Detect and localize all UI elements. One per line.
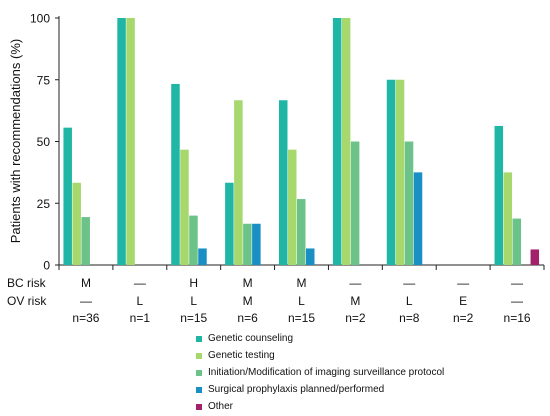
sample-size-label: n=6 [237,311,258,325]
sample-size-label: n=8 [399,311,420,325]
bars-group [63,18,540,266]
bar [341,18,351,265]
ov-risk-label: L [406,294,413,308]
bar [198,248,207,265]
legend-label: Initiation/Modification of imaging surve… [208,367,445,378]
legend-item: Genetic testing [196,347,546,364]
bar [252,223,261,265]
bar [171,83,180,265]
bar [494,125,504,266]
bar [243,223,252,265]
ov-risk-label: L [298,294,305,308]
bc-risk-label: — [511,276,523,290]
ov-risk-label: M [350,294,360,308]
sample-size-label: n=16 [504,311,531,325]
legend-swatch [196,352,202,359]
bar [225,182,234,265]
bar [306,248,315,265]
axes-group: 0 25 50 75 100 [30,12,545,273]
bar [279,100,288,265]
legend: Genetic counseling Genetic testing Initiat… [196,330,546,415]
bar [530,249,540,265]
sample-size-label: n=2 [345,311,366,325]
sample-size-label: n=15 [288,311,315,325]
legend-item: Genetic counseling [196,330,546,347]
bc-risk-label: — [403,276,415,290]
ov-risk-label: L [136,294,143,308]
bar [117,18,126,265]
bc-risk-label: M [81,276,91,290]
bc-risk-label: M [243,276,253,290]
row-label-ov-risk: OV risk [7,294,47,308]
bc-risk-label: H [189,276,198,290]
bar [63,127,72,265]
y-tick-label: 75 [37,73,51,87]
legend-item: Surgical prophylaxis planned/performed [196,381,546,398]
ov-risk-label: — [511,294,523,308]
row-label-bc-risk: BC risk [7,276,47,290]
ov-risk-label: E [459,294,467,308]
ov-risk-label: — [80,294,92,308]
y-tick-label: 100 [30,12,50,26]
bc-risk-label: — [134,276,146,290]
sample-size-label: n=15 [180,311,207,325]
bar [503,172,513,265]
legend-item: Other [196,398,546,415]
legend-swatch [196,403,202,410]
legend-label: Surgical prophylaxis planned/performed [208,384,385,395]
bar [81,217,90,265]
bar [512,218,522,265]
bar [413,172,423,265]
bar [395,79,405,265]
sample-size-label: n=36 [72,311,99,325]
bar [189,215,198,265]
bar [126,18,135,265]
legend-label: Genetic counseling [208,333,294,344]
y-tick-label: 25 [37,197,51,211]
bar [72,182,81,265]
sample-size-label: n=1 [130,311,151,325]
legend-label: Other [208,401,234,412]
ov-risk-label: M [243,294,253,308]
y-tick-label: 0 [43,259,50,273]
y-tick-label: 50 [37,135,51,149]
bar [297,199,306,265]
legend-swatch [196,335,202,342]
bar [350,141,360,265]
ov-risk-label: L [190,294,197,308]
bar [288,149,297,265]
bar [180,149,189,265]
bar [234,100,243,265]
y-axis-label: Patients with recommendations (%) [8,39,23,243]
legend-item: Initiation/Modification of imaging surve… [196,364,546,381]
legend-swatch [196,386,202,393]
bc-risk-label: M [297,276,307,290]
bc-risk-label: — [457,276,469,290]
bar [332,18,342,265]
legend-swatch [196,369,202,376]
bc-risk-label: — [349,276,361,290]
bar [386,79,396,265]
legend-label: Genetic testing [208,350,275,361]
bar [404,141,414,265]
sample-size-label: n=2 [453,311,474,325]
